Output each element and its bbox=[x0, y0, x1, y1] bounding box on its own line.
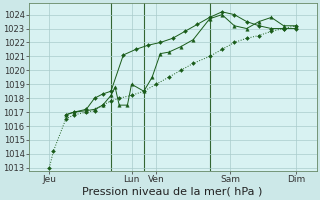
X-axis label: Pression niveau de la mer( hPa ): Pression niveau de la mer( hPa ) bbox=[83, 187, 263, 197]
